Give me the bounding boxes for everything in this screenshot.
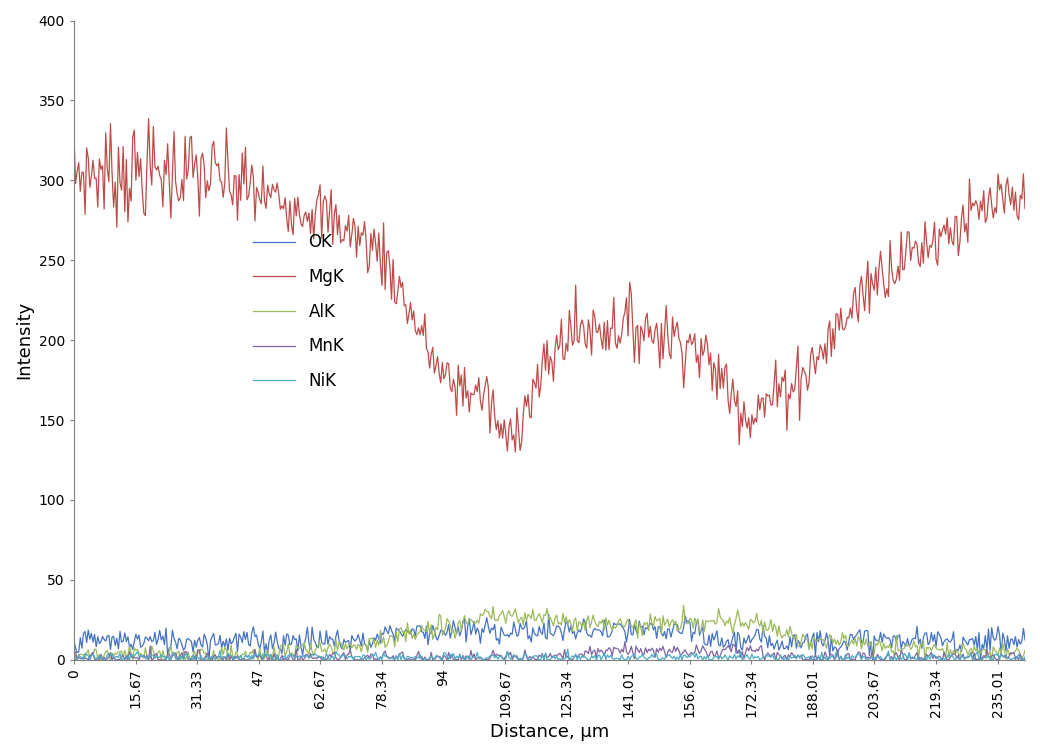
AlK [312, 640, 324, 649]
MgK [631, 321, 644, 330]
NiK [70, 655, 82, 665]
AlK [677, 601, 690, 610]
OK [68, 636, 80, 645]
MnK [631, 646, 644, 655]
MnK [619, 637, 631, 646]
X-axis label: Distance, µm: Distance, µm [490, 723, 609, 741]
OK [237, 627, 250, 636]
Line: NiK: NiK [74, 649, 1025, 660]
MgK [142, 114, 155, 123]
Y-axis label: Intensity: Intensity [15, 301, 33, 380]
AlK [785, 628, 798, 637]
MgK [787, 388, 800, 397]
NiK [706, 655, 719, 665]
OK [314, 627, 327, 636]
NiK [499, 655, 512, 664]
OK [706, 629, 719, 638]
Line: AlK: AlK [74, 606, 1025, 660]
Line: MgK: MgK [74, 119, 1025, 452]
OK [543, 610, 555, 619]
OK [631, 630, 644, 639]
MgK [314, 180, 327, 189]
MgK [510, 448, 522, 457]
AlK [68, 655, 80, 665]
OK [203, 655, 215, 665]
MnK [314, 652, 327, 662]
OK [499, 631, 512, 640]
NiK [787, 653, 800, 662]
NiK [314, 652, 327, 661]
NiK [631, 655, 644, 664]
MgK [499, 430, 512, 439]
NiK [68, 652, 80, 661]
AlK [498, 612, 511, 621]
Line: OK: OK [74, 615, 1025, 660]
OK [787, 631, 800, 640]
MnK [499, 652, 512, 661]
NiK [1019, 652, 1032, 662]
OK [1019, 635, 1032, 644]
MgK [706, 386, 719, 395]
MnK [68, 650, 80, 659]
Legend: OK, MgK, AlK, MnK, NiK: OK, MgK, AlK, MnK, NiK [254, 234, 344, 390]
MnK [787, 650, 800, 659]
MgK [68, 127, 80, 136]
MnK [1019, 654, 1032, 663]
AlK [704, 616, 717, 625]
AlK [236, 649, 249, 658]
Line: MnK: MnK [74, 642, 1025, 660]
AlK [1019, 646, 1032, 655]
AlK [628, 619, 641, 628]
NiK [562, 645, 574, 654]
MnK [71, 655, 83, 665]
MnK [706, 646, 719, 655]
MgK [1019, 204, 1032, 213]
NiK [237, 654, 250, 663]
MgK [237, 179, 250, 188]
MnK [237, 654, 250, 663]
